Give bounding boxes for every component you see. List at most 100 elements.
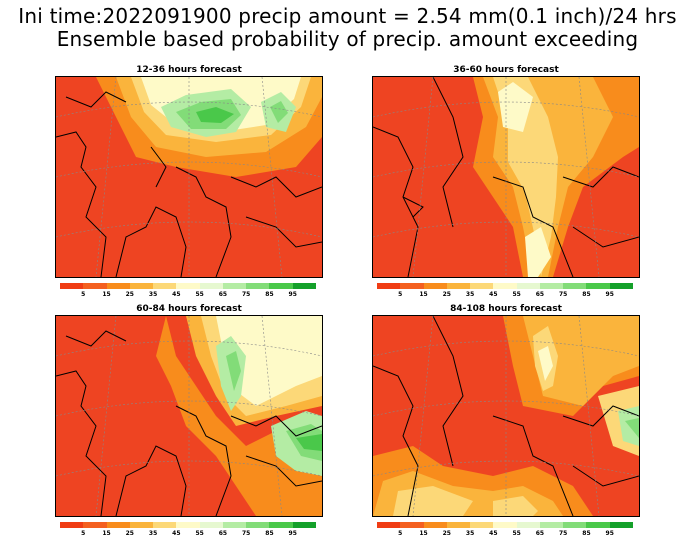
colorbar-label: 95 xyxy=(605,291,614,298)
colorbar-label: 5 xyxy=(81,530,86,537)
colorbar-label: 75 xyxy=(241,291,251,298)
colorbar-swatch xyxy=(269,522,293,528)
colorbar-label: 85 xyxy=(582,291,591,298)
colorbar-swatch xyxy=(400,522,424,528)
probability-map xyxy=(55,315,323,517)
colorbar-label: 15 xyxy=(102,291,111,298)
colorbar-label: 85 xyxy=(265,291,274,298)
chart-title-line1: Ini time:2022091900 precip amount = 2.54… xyxy=(18,4,677,28)
colorbar-label: 15 xyxy=(419,530,428,537)
colorbar-swatch xyxy=(153,522,177,528)
colorbar-label: 75 xyxy=(558,530,568,537)
colorbar-label: 95 xyxy=(605,530,614,537)
colorbar-label: 5 xyxy=(398,530,403,537)
colorbar-swatch xyxy=(446,522,471,528)
colorbar: 5 15 25 35 45 55 65 75 85 95 xyxy=(60,283,316,303)
colorbar-label: 95 xyxy=(288,530,297,537)
colorbar-label: 35 xyxy=(465,291,475,298)
colorbar-swatch xyxy=(377,283,401,289)
colorbar-label: 35 xyxy=(148,530,158,537)
colorbar-label: 35 xyxy=(465,530,475,537)
probability-map xyxy=(372,315,640,517)
panel-title: 36-60 hours forecast xyxy=(453,65,559,75)
colorbar-swatch xyxy=(222,522,247,528)
colorbar-label: 85 xyxy=(265,530,274,537)
colorbar-label: 45 xyxy=(489,530,498,537)
colorbar-label: 25 xyxy=(442,530,451,537)
colorbar-swatch xyxy=(60,283,84,289)
colorbar-swatch xyxy=(246,522,270,528)
colorbar-label: 45 xyxy=(489,291,498,298)
colorbar-swatch xyxy=(377,522,401,528)
colorbar-label: 25 xyxy=(125,530,134,537)
colorbar-labels: 5 15 25 35 45 55 65 75 85 95 xyxy=(60,291,316,301)
colorbar-swatch xyxy=(129,522,154,528)
colorbar-labels: 5 15 25 35 45 55 65 75 85 95 xyxy=(377,530,633,540)
colorbar-label: 35 xyxy=(148,291,158,298)
colorbar-swatch xyxy=(199,522,223,528)
colorbar-swatches xyxy=(377,283,633,289)
colorbar-label: 55 xyxy=(512,291,521,298)
chart-title-line2: Ensemble based probability of precip. am… xyxy=(56,27,639,51)
colorbar-swatches xyxy=(60,522,316,528)
colorbar-label: 75 xyxy=(558,291,568,298)
colorbar-swatch xyxy=(586,522,610,528)
colorbar-label: 15 xyxy=(102,530,111,537)
colorbar-labels: 5 15 25 35 45 55 65 75 85 95 xyxy=(377,291,633,301)
colorbar-swatch xyxy=(493,283,517,289)
colorbar-swatch xyxy=(493,522,517,528)
colorbar-swatches xyxy=(60,283,316,289)
colorbar-swatch xyxy=(446,283,471,289)
colorbar-swatch xyxy=(516,283,540,289)
colorbar-swatch xyxy=(83,283,107,289)
colorbar-label: 65 xyxy=(218,530,228,537)
colorbar-label: 55 xyxy=(195,291,204,298)
colorbar-swatch xyxy=(222,283,247,289)
colorbar-swatch xyxy=(246,283,270,289)
colorbar-swatch xyxy=(83,522,107,528)
colorbar-label: 15 xyxy=(419,291,428,298)
colorbar-swatch xyxy=(470,522,494,528)
colorbar-label: 45 xyxy=(172,291,181,298)
probability-map xyxy=(55,76,323,278)
colorbar-swatch xyxy=(586,283,610,289)
colorbar-swatch xyxy=(292,283,316,289)
colorbar-label: 5 xyxy=(398,291,403,298)
colorbar-swatch xyxy=(423,283,447,289)
colorbar-swatch xyxy=(106,522,130,528)
colorbar-label: 55 xyxy=(195,530,204,537)
colorbar: 5 15 25 35 45 55 65 75 85 95 xyxy=(377,522,633,542)
colorbar-swatch xyxy=(563,283,587,289)
colorbar-swatch xyxy=(129,283,154,289)
colorbar-label: 85 xyxy=(582,530,591,537)
colorbar-swatch xyxy=(153,283,177,289)
colorbar-swatch xyxy=(199,283,223,289)
colorbar-label: 95 xyxy=(288,291,297,298)
colorbar-swatch xyxy=(516,522,540,528)
colorbar-swatch xyxy=(269,283,293,289)
colorbar-label: 25 xyxy=(442,291,451,298)
colorbar-label: 25 xyxy=(125,291,134,298)
colorbar-swatches xyxy=(377,522,633,528)
colorbar-label: 75 xyxy=(241,530,251,537)
colorbar-swatch xyxy=(609,522,633,528)
colorbar-label: 65 xyxy=(218,291,228,298)
panel-title: 60-84 hours forecast xyxy=(136,304,242,314)
colorbar-swatch xyxy=(60,522,84,528)
colorbar-labels: 5 15 25 35 45 55 65 75 85 95 xyxy=(60,530,316,540)
colorbar-swatch xyxy=(539,283,564,289)
colorbar-label: 65 xyxy=(535,291,545,298)
colorbar-swatch xyxy=(539,522,564,528)
colorbar-swatch xyxy=(609,283,633,289)
colorbar-swatch xyxy=(106,283,130,289)
panel-title: 12-36 hours forecast xyxy=(136,65,242,75)
panel-title: 84-108 hours forecast xyxy=(450,304,562,314)
colorbar-swatch xyxy=(563,522,587,528)
colorbar-swatch xyxy=(176,283,200,289)
colorbar-label: 45 xyxy=(172,530,181,537)
colorbar: 5 15 25 35 45 55 65 75 85 95 xyxy=(60,522,316,542)
colorbar-swatch xyxy=(400,283,424,289)
colorbar-label: 65 xyxy=(535,530,545,537)
colorbar: 5 15 25 35 45 55 65 75 85 95 xyxy=(377,283,633,303)
colorbar-label: 55 xyxy=(512,530,521,537)
